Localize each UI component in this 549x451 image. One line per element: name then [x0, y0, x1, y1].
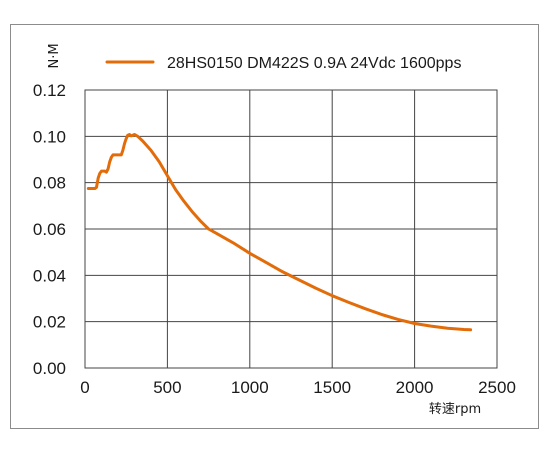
legend-label: 28HS0150 DM422S 0.9A 24Vdc 1600pps: [167, 55, 461, 72]
legend: 28HS0150 DM422S 0.9A 24Vdc 1600pps: [105, 55, 461, 72]
x-tick-label: 1500: [313, 378, 351, 397]
x-tick-label: 500: [153, 378, 181, 397]
x-tick-label: 2500: [478, 378, 516, 397]
tick-labels: 0 500 1000 1500 2000 2500 0.00 0.02 0.04 0.06 0.08…: [33, 81, 516, 397]
y-tick-label: 0.10: [33, 127, 66, 146]
x-tick-label: 0: [80, 378, 89, 397]
y-axis-label: N·M: [47, 43, 62, 68]
plot-border: [84, 89, 498, 369]
y-tick-label: 0.02: [33, 313, 66, 332]
x-tick-label: 2000: [396, 378, 434, 397]
y-tick-label: 0.06: [33, 220, 66, 239]
x-axis-label: 转速rpm: [429, 402, 481, 417]
y-tick-label: 0.08: [33, 174, 66, 193]
x-tick-label: 1000: [231, 378, 269, 397]
series-lines: [86, 133, 473, 332]
y-tick-label: 0.00: [33, 359, 66, 378]
y-tick-label: 0.12: [33, 81, 66, 100]
series-line: [86, 133, 473, 332]
y-tick-label: 0.04: [33, 266, 66, 285]
chart-frame: [10, 24, 539, 429]
